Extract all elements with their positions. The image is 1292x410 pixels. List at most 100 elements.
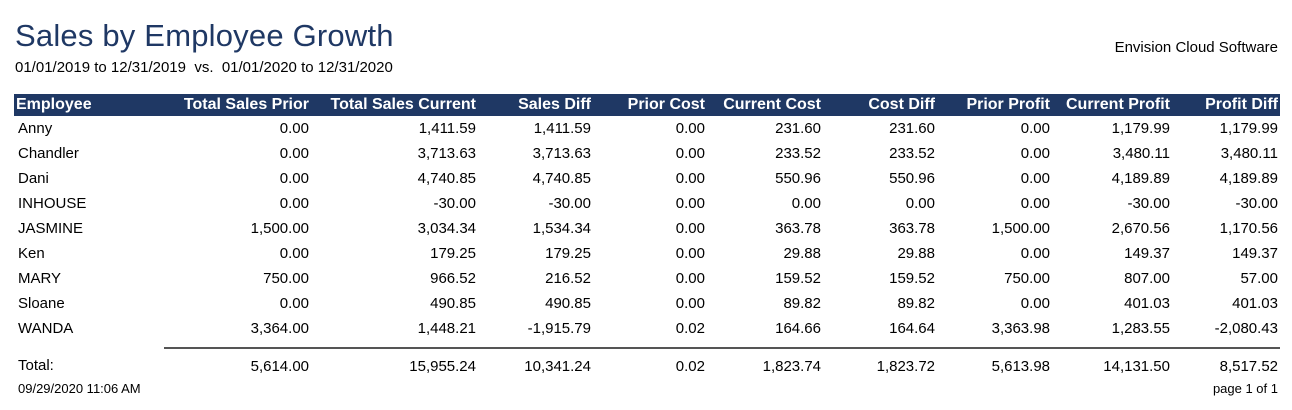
cell-profit-diff: 4,189.89 xyxy=(1219,170,1278,187)
cell-cost-diff: 29.88 xyxy=(897,245,935,262)
page-number: page 1 of 1 xyxy=(1212,381,1278,396)
total-total-sales-prior: 5,614.00 xyxy=(250,357,309,375)
cell-prior-profit: 0.00 xyxy=(1020,195,1050,212)
cell-total-sales-current: 3,713.63 xyxy=(417,145,476,162)
column-header-current-profit: Current Profit xyxy=(1052,94,1172,116)
cell-total-sales-prior: 0.00 xyxy=(279,195,309,212)
table-body: Anny 0.00 1,411.59 1,411.59 0.00 231.60 231.60… xyxy=(14,116,1280,341)
cell-current-cost: 550.96 xyxy=(775,170,821,187)
employee-name-cell: Anny xyxy=(18,120,53,137)
total-profit-diff: 8,517.52 xyxy=(1219,357,1278,375)
totals-rule-segment xyxy=(1172,341,1280,349)
cell-total-sales-prior: 750.00 xyxy=(263,270,309,287)
totals-rule-segment xyxy=(593,341,707,349)
cell-prior-profit: 0.00 xyxy=(1020,145,1050,162)
cell-cost-diff: 0.00 xyxy=(905,195,935,212)
cell-sales-diff: 179.25 xyxy=(545,245,591,262)
totals-rule xyxy=(14,341,1280,349)
cell-prior-cost: 0.00 xyxy=(675,195,705,212)
table-header: Employee Total Sales Prior Total Sales Cur… xyxy=(14,94,1280,116)
cell-total-sales-prior: 0.00 xyxy=(279,145,309,162)
cell-current-cost: 164.66 xyxy=(775,320,821,337)
total-current-cost: 1,823.74 xyxy=(762,357,821,375)
total-sales-diff: 10,341.24 xyxy=(524,357,591,375)
cell-prior-cost: 0.02 xyxy=(675,320,705,337)
cell-total-sales-current: 1,448.21 xyxy=(417,320,476,337)
cell-total-sales-current: 4,740.85 xyxy=(417,170,476,187)
table-row: Ken 0.00 179.25 179.25 0.00 29.88 29.88 0.00 149… xyxy=(14,241,1280,266)
cell-current-profit: 2,670.56 xyxy=(1111,220,1170,237)
cell-total-sales-current: 179.25 xyxy=(430,245,476,262)
cell-current-cost: 0.00 xyxy=(791,195,821,212)
cell-cost-diff: 231.60 xyxy=(889,120,935,137)
column-header-prior-profit: Prior Profit xyxy=(937,94,1052,116)
cell-profit-diff: 3,480.11 xyxy=(1220,145,1278,162)
employee-name-cell: WANDA xyxy=(18,320,74,337)
printed-timestamp: 09/29/2020 11:06 AM xyxy=(18,381,141,396)
cell-current-profit: 1,283.55 xyxy=(1111,320,1170,337)
report-date-range: 01/01/2019 to 12/31/2019 vs. 01/01/2020 … xyxy=(15,59,393,76)
total-total-sales-current: 15,955.24 xyxy=(409,357,476,375)
column-header-profit-diff: Profit Diff xyxy=(1172,94,1280,116)
cell-prior-cost: 0.00 xyxy=(675,245,705,262)
cell-total-sales-prior: 1,500.00 xyxy=(250,220,309,237)
cell-current-profit: -30.00 xyxy=(1127,195,1170,212)
cell-prior-cost: 0.00 xyxy=(675,145,705,162)
cell-current-cost: 233.52 xyxy=(775,145,821,162)
total-cost-diff: 1,823.72 xyxy=(876,357,935,375)
cell-profit-diff: 401.03 xyxy=(1232,295,1278,312)
totals-rule-segment xyxy=(937,341,1052,349)
column-header-current-cost: Current Cost xyxy=(707,94,823,116)
cell-profit-diff: 57.00 xyxy=(1240,270,1278,287)
cell-total-sales-current: 490.85 xyxy=(430,295,476,312)
cell-current-profit: 401.03 xyxy=(1124,295,1170,312)
company-name: Envision Cloud Software xyxy=(1114,39,1278,56)
column-header-employee: Employee xyxy=(14,94,164,116)
cell-total-sales-current: -30.00 xyxy=(433,195,476,212)
total-prior-cost: 0.02 xyxy=(675,357,705,375)
cell-profit-diff: 149.37 xyxy=(1232,245,1278,262)
cell-prior-cost: 0.00 xyxy=(675,270,705,287)
totals-rule-segment xyxy=(1052,341,1172,349)
cell-sales-diff: 3,713.63 xyxy=(532,145,591,162)
cell-total-sales-prior: 0.00 xyxy=(279,120,309,137)
table-totals: Total: 5,614.00 15,955.24 10,341.24 0.02 1,82… xyxy=(14,341,1280,379)
table-row: Sloane 0.00 490.85 490.85 0.00 89.82 89.82 0.00… xyxy=(14,291,1280,316)
employee-name-cell: Chandler xyxy=(18,145,79,162)
column-header-total-sales-prior: Total Sales Prior xyxy=(164,94,311,116)
employee-name-cell: Sloane xyxy=(18,295,65,312)
cell-prior-profit: 0.00 xyxy=(1020,170,1050,187)
cell-cost-diff: 159.52 xyxy=(889,270,935,287)
cell-prior-cost: 0.00 xyxy=(675,295,705,312)
column-header-sales-diff: Sales Diff xyxy=(478,94,593,116)
table-row: MARY 750.00 966.52 216.52 0.00 159.52 159.52 75… xyxy=(14,266,1280,291)
cell-sales-diff: 4,740.85 xyxy=(532,170,591,187)
table-row: INHOUSE 0.00 -30.00 -30.00 0.00 0.00 0.00 0.00 -… xyxy=(14,191,1280,216)
cell-cost-diff: 233.52 xyxy=(889,145,935,162)
cell-cost-diff: 89.82 xyxy=(897,295,935,312)
table-row: Dani 0.00 4,740.85 4,740.85 0.00 550.96 550.96… xyxy=(14,166,1280,191)
cell-total-sales-prior: 0.00 xyxy=(279,295,309,312)
totals-rule-segment xyxy=(311,341,478,349)
total-current-profit: 14,131.50 xyxy=(1103,357,1170,375)
cell-current-cost: 89.82 xyxy=(783,295,821,312)
cell-total-sales-prior: 0.00 xyxy=(279,170,309,187)
cell-cost-diff: 363.78 xyxy=(889,220,935,237)
cell-total-sales-prior: 3,364.00 xyxy=(250,320,309,337)
employee-name-cell: MARY xyxy=(18,270,62,287)
total-prior-profit: 5,613.98 xyxy=(991,357,1050,375)
table-row: WANDA 3,364.00 1,448.21 -1,915.79 0.02 164.66… xyxy=(14,316,1280,341)
totals-rule-segment xyxy=(164,341,311,349)
cell-sales-diff: 1,411.59 xyxy=(533,120,591,137)
cell-current-cost: 231.60 xyxy=(775,120,821,137)
table-row: JASMINE 1,500.00 3,034.34 1,534.34 0.00 363.7… xyxy=(14,216,1280,241)
employee-name-cell: Dani xyxy=(18,170,49,187)
cell-profit-diff: -30.00 xyxy=(1235,195,1278,212)
cell-current-profit: 149.37 xyxy=(1124,245,1170,262)
cell-sales-diff: -1,915.79 xyxy=(527,320,591,337)
cell-prior-profit: 0.00 xyxy=(1020,295,1050,312)
cell-sales-diff: 490.85 xyxy=(545,295,591,312)
employee-name-cell: JASMINE xyxy=(18,220,84,237)
employee-name-cell: INHOUSE xyxy=(18,195,87,212)
cell-prior-profit: 0.00 xyxy=(1020,245,1050,262)
